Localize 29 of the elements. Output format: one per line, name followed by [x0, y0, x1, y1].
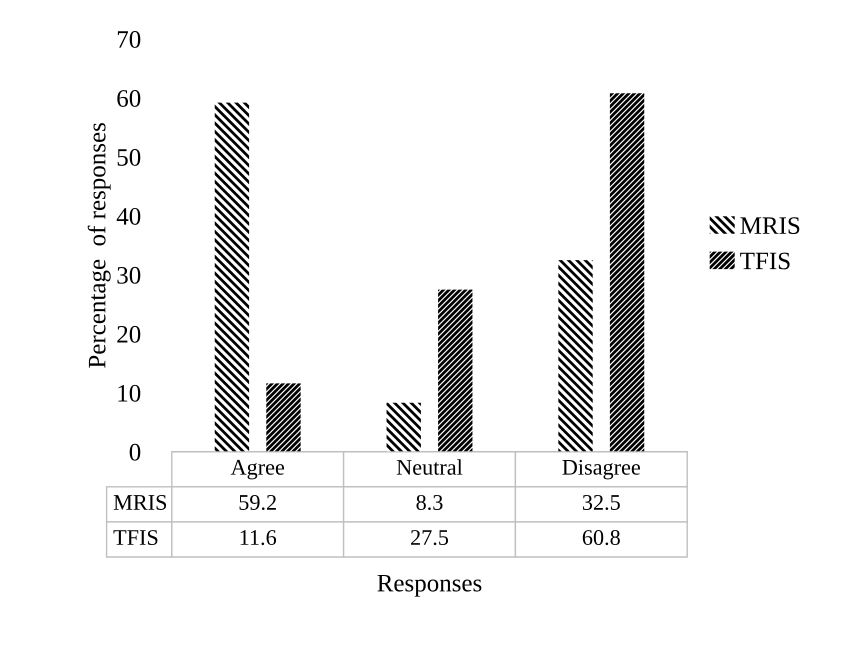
- bar: [386, 402, 421, 452]
- y-tick-label: 10: [118, 384, 140, 402]
- y-tick-label: 40: [116, 208, 140, 225]
- text: MRIS: [114, 495, 166, 510]
- x-tick-label: Agree: [230, 460, 284, 480]
- y-tick-label: 50: [118, 148, 140, 166]
- legend-label: MRIS: [740, 217, 800, 234]
- y-tick-label: 0: [130, 444, 140, 461]
- y-tick-label: 20: [117, 326, 140, 343]
- bar: [266, 383, 301, 452]
- y-tick-label: 60: [117, 90, 140, 107]
- data-label: 59.2: [240, 495, 276, 510]
- bar: [610, 93, 644, 452]
- data-label: 27.5: [411, 530, 448, 546]
- bar: [214, 102, 250, 452]
- x-axis-title: Responses: [377, 574, 482, 597]
- y-tick-label: 30: [117, 266, 140, 284]
- legend-label: TFIS: [740, 252, 790, 270]
- data-label: 11.6: [240, 530, 276, 546]
- bar: [558, 260, 593, 452]
- text: TFIS: [114, 530, 158, 546]
- y-tick-label: 70: [118, 31, 140, 48]
- y-axis-title: Percentage of responses: [88, 123, 111, 368]
- data-label: 8.3: [416, 494, 443, 510]
- data-label: 32.5: [582, 495, 620, 510]
- data-label: 60.8: [582, 530, 620, 546]
- x-tick-label: Neutral: [396, 459, 462, 475]
- bar: [438, 290, 472, 452]
- x-tick-label: Disagree: [562, 460, 640, 480]
